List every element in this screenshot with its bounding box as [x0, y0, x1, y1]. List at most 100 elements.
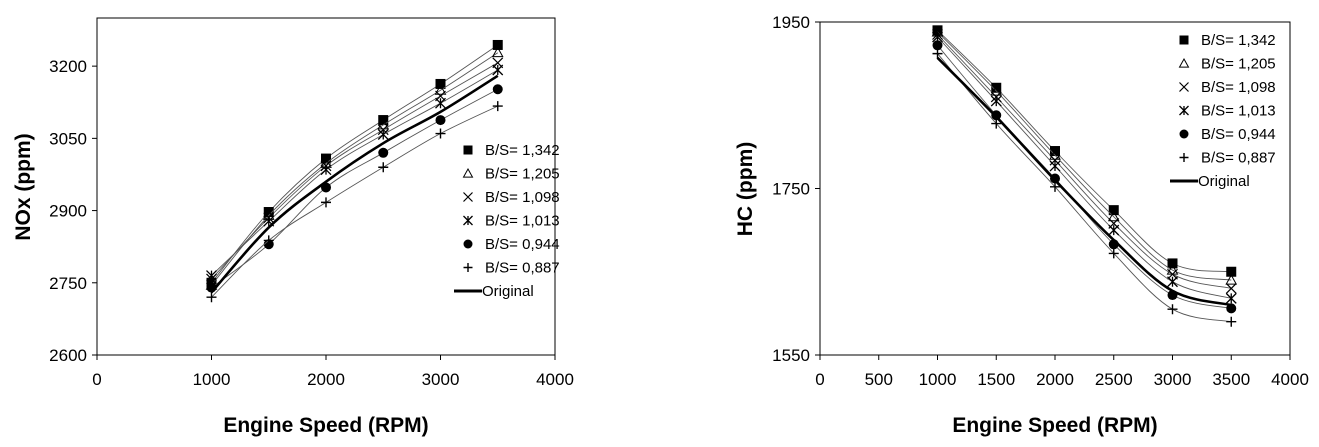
- legend-label: Original: [1198, 173, 1250, 190]
- x-tick-label: 2500: [1095, 370, 1133, 389]
- x-tick-label: 1000: [193, 370, 231, 389]
- legend-label: B/S= 1,342: [485, 142, 560, 159]
- data-point: [1107, 210, 1120, 222]
- series-line: [937, 29, 1232, 273]
- data-point: [321, 197, 331, 208]
- y-tick-label: 2600: [49, 346, 87, 365]
- legend-symbol: [463, 192, 473, 202]
- data-point: [434, 84, 447, 95]
- legend-label: B/S= 0,887: [1201, 150, 1276, 167]
- data-point: [491, 46, 504, 58]
- y-axis-title: HC (ppm): [734, 142, 757, 236]
- x-axis-title: Engine Speed (RPM): [223, 414, 428, 437]
- data-point: [990, 95, 1002, 107]
- legend-label: B/S= 1,013: [1201, 103, 1276, 120]
- data-point: [492, 101, 503, 112]
- data-point: [1225, 292, 1237, 304]
- legend-label: B/S= 1,013: [485, 213, 560, 230]
- x-axis-title: Engine Speed (RPM): [952, 414, 1157, 437]
- data-point: [1167, 304, 1178, 315]
- data-point: [1226, 316, 1237, 327]
- series-line: [937, 31, 1232, 281]
- data-point: [1225, 282, 1237, 294]
- data-point: [1225, 274, 1238, 285]
- y-tick-label: 1750: [772, 180, 810, 199]
- x-tick-label: 1500: [977, 370, 1015, 389]
- data-point: [435, 115, 446, 126]
- data-point: [1167, 276, 1178, 288]
- data-point: [1108, 224, 1120, 236]
- x-tick-label: 2000: [1036, 370, 1074, 389]
- x-tick-label: 4000: [1271, 370, 1309, 389]
- legend-label: B/S= 1,205: [485, 166, 560, 183]
- x-tick-label: 1000: [919, 370, 957, 389]
- x-tick-label: 500: [865, 370, 893, 389]
- x-tick-label: 3500: [1212, 370, 1250, 389]
- series-line: [937, 53, 1232, 323]
- x-tick-label: 2000: [307, 370, 345, 389]
- hc-chart: 0 500 1000 1500 2000 2500 3000 3500 4000 1550 1750…: [734, 13, 1309, 437]
- series-line: [936, 56, 1232, 307]
- y-axis-title: NOx (ppm): [12, 133, 35, 240]
- legend-label: B/S= 1,342: [1201, 32, 1276, 49]
- data-point: [1050, 181, 1060, 192]
- data-point: [378, 162, 389, 173]
- y-tick-label: 1950: [772, 13, 810, 32]
- data-point: [991, 82, 1002, 93]
- legend-symbol: [1179, 35, 1189, 45]
- legend-symbol: [462, 167, 474, 178]
- data-point: [1167, 258, 1178, 269]
- data-point: [1049, 160, 1061, 172]
- series-line: [210, 74, 499, 294]
- legend-label: Original: [482, 283, 534, 300]
- data-point: [378, 147, 389, 158]
- data-point: [492, 84, 503, 95]
- legend-symbol: [463, 239, 473, 249]
- data-point: [263, 235, 274, 246]
- data-point: [932, 48, 943, 59]
- legend-label: B/S= 1,205: [1201, 56, 1276, 73]
- data-point: [492, 64, 504, 76]
- legend-symbol: [463, 215, 473, 226]
- x-tick-label: 0: [815, 370, 824, 389]
- x-tick-label: 4000: [536, 370, 574, 389]
- x-tick-label: 3000: [422, 370, 460, 389]
- series-line: [211, 62, 499, 280]
- series-line: [211, 69, 499, 276]
- x-tick-label: 0: [92, 370, 101, 389]
- y-tick-label: 3200: [49, 57, 87, 76]
- legend-label: B/S= 0,944: [485, 236, 560, 253]
- legend-symbol: [1179, 129, 1189, 139]
- legend-symbol: [1179, 82, 1189, 92]
- series-line: [211, 105, 498, 298]
- nox-chart: 0 1000 2000 3000 4000 2600 2750 2900 3050 3200 Eng…: [12, 17, 574, 437]
- data-point: [1108, 205, 1119, 216]
- y-tick-label: 3050: [49, 129, 87, 148]
- legend-symbol: [1179, 153, 1189, 162]
- data-point: [435, 78, 446, 89]
- legend-label: B/S= 0,944: [1201, 126, 1276, 143]
- data-point: [492, 39, 503, 50]
- data-point: [377, 129, 389, 140]
- data-point: [991, 118, 1002, 129]
- data-point: [990, 85, 1003, 96]
- series-line: [211, 52, 499, 286]
- series-line: [211, 88, 499, 288]
- data-point: [1108, 248, 1119, 259]
- x-tick-label: 3000: [1154, 370, 1192, 389]
- data-point: [263, 207, 274, 218]
- y-tick-label: 1550: [772, 346, 810, 365]
- legend-symbol: [463, 263, 473, 272]
- y-tick-label: 2900: [49, 202, 87, 221]
- data-point: [1049, 149, 1061, 160]
- data-point: [206, 270, 217, 282]
- y-tick-label: 2750: [49, 274, 87, 293]
- legend-label: B/S= 1,098: [485, 189, 560, 206]
- legend-symbol: [463, 145, 473, 155]
- data-point: [1226, 266, 1237, 277]
- data-point: [932, 25, 943, 36]
- data-point: [206, 292, 217, 303]
- legend-label: B/S= 0,887: [485, 260, 560, 277]
- data-point: [435, 97, 446, 109]
